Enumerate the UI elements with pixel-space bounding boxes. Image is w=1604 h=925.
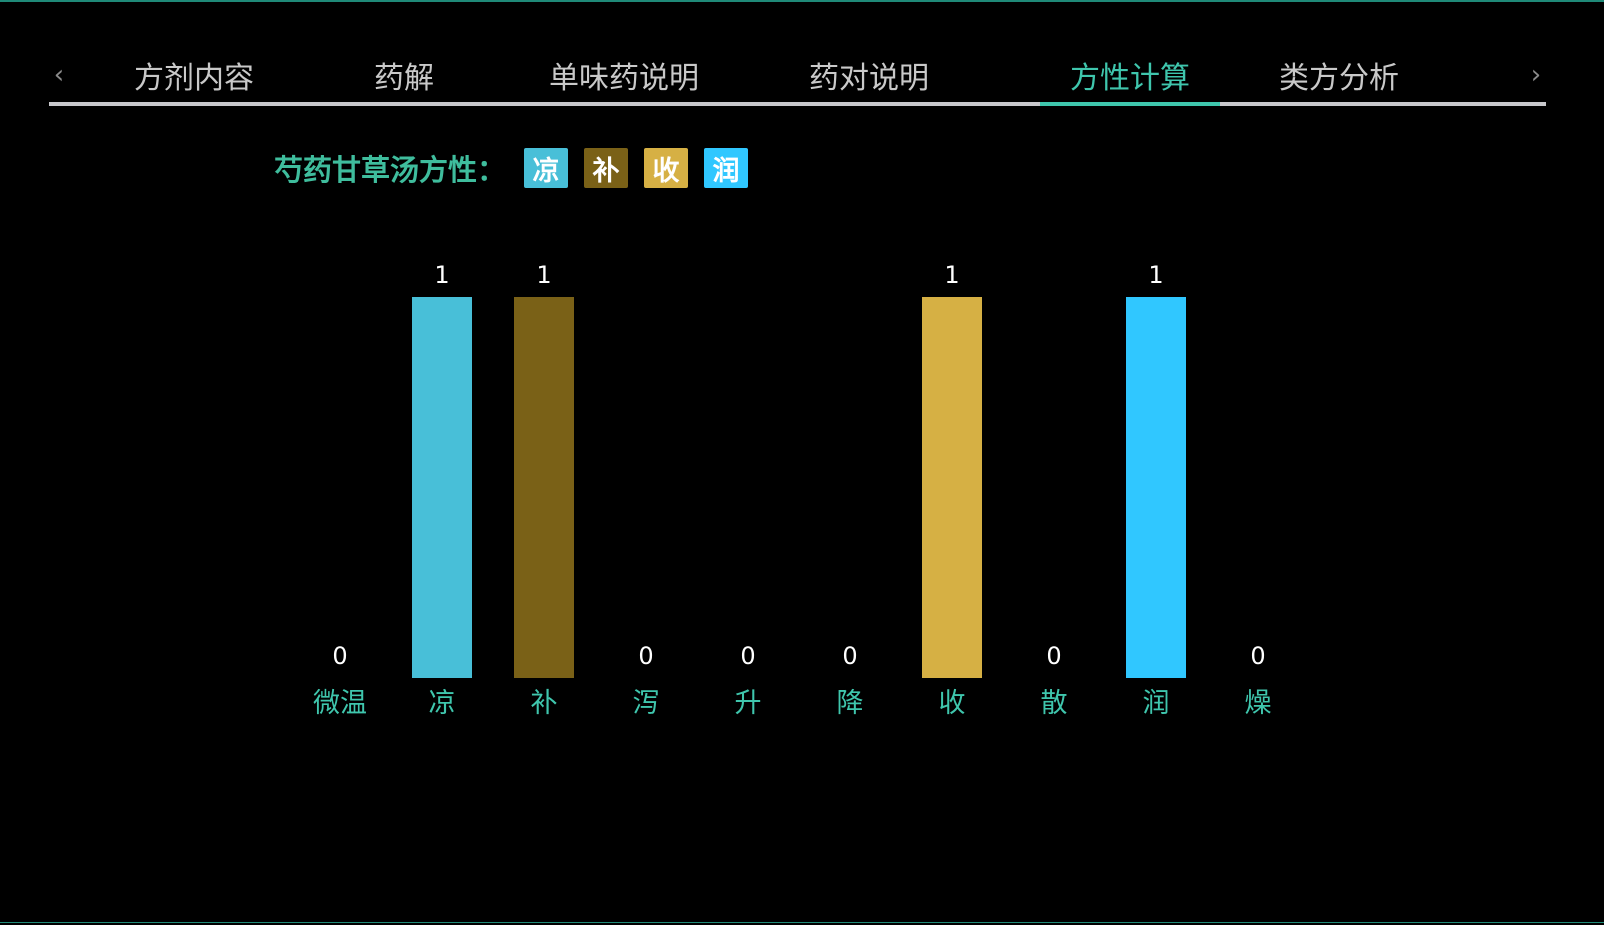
category-label-8: 润: [1143, 688, 1170, 719]
chevron-right-icon[interactable]: ›: [1530, 60, 1542, 90]
category-label-6: 收: [939, 688, 966, 719]
tab-herb-explanation[interactable]: 药解: [374, 61, 434, 96]
category-label-7: 散: [1041, 688, 1068, 719]
value-label-2: 1: [536, 261, 551, 289]
value-label-4: 0: [740, 642, 755, 670]
tab-property-calculation[interactable]: 方性计算: [1070, 61, 1190, 96]
bar-1: [412, 297, 472, 678]
active-tab-indicator: [1040, 102, 1220, 106]
tab-bar: ‹ 方剂内容 药解 单味药说明 药对说明 方性计算 类方分析 ›: [49, 50, 1546, 106]
property-badge-astringe: 收: [644, 148, 689, 188]
category-label-9: 燥: [1245, 688, 1272, 719]
value-label-8: 1: [1148, 261, 1163, 289]
tab-similar-formula-analysis[interactable]: 类方分析: [1279, 61, 1399, 96]
properties-title: 芍药甘草汤方性：: [274, 153, 507, 187]
category-label-4: 升: [735, 688, 762, 719]
bar-8: [1126, 297, 1186, 678]
bar-2: [514, 297, 574, 678]
tab-herb-pair-notes[interactable]: 药对说明: [809, 61, 929, 96]
value-label-1: 1: [434, 261, 449, 289]
chevron-left-icon[interactable]: ‹: [53, 60, 65, 90]
property-badge-moisten: 润: [704, 148, 749, 188]
value-label-7: 0: [1046, 642, 1061, 670]
tab-formula-content[interactable]: 方剂内容: [134, 61, 254, 96]
value-label-3: 0: [638, 642, 653, 670]
bar-6: [922, 297, 982, 678]
category-label-1: 凉: [429, 688, 456, 719]
category-label-3: 泻: [633, 688, 660, 719]
property-badge-tonify: 补: [584, 148, 629, 188]
tab-single-herb-notes[interactable]: 单味药说明: [549, 61, 699, 96]
value-label-5: 0: [842, 642, 857, 670]
value-label-9: 0: [1250, 642, 1265, 670]
category-label-0: 微温: [313, 688, 367, 719]
property-badge-cool: 凉: [524, 148, 569, 188]
value-label-6: 1: [944, 261, 959, 289]
tab-baseline: [49, 102, 1546, 106]
formula-properties: 芍药甘草汤方性： 凉 补 收 润: [274, 146, 764, 190]
bottom-border: [0, 922, 1604, 923]
category-label-2: 补: [531, 688, 558, 719]
category-label-5: 降: [837, 688, 864, 719]
value-label-0: 0: [332, 642, 347, 670]
top-border: [0, 0, 1604, 2]
